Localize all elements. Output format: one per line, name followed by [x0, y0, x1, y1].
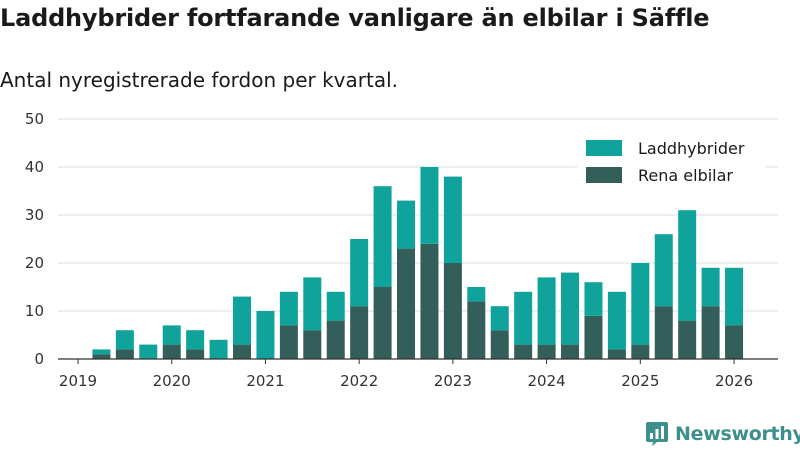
- bar-laddhybrider: [162, 325, 181, 345]
- bar-laddhybrider: [92, 349, 111, 355]
- bars: [92, 167, 744, 359]
- x-tick-label: 2022: [340, 372, 378, 390]
- bar-rena-elbilar: [420, 243, 439, 359]
- bar-laddhybrider: [514, 291, 533, 345]
- bar-rena-elbilar: [701, 306, 720, 359]
- bar-laddhybrider: [561, 272, 580, 345]
- bar-laddhybrider: [279, 291, 298, 326]
- bar-rena-elbilar: [561, 344, 580, 359]
- bar-rena-elbilar: [467, 301, 486, 359]
- x-tick-label: 2025: [621, 372, 659, 390]
- x-tick-label: 2019: [59, 372, 97, 390]
- y-axis-ticks: 0 10 20 30 40 50: [25, 110, 44, 368]
- bar-laddhybrider: [701, 267, 720, 307]
- newsworthy-logo-icon: [646, 422, 668, 446]
- x-tick-label: 2023: [434, 372, 472, 390]
- bar-laddhybrider: [256, 311, 275, 359]
- bar-rena-elbilar: [162, 344, 181, 359]
- bar-laddhybrider: [584, 282, 603, 316]
- bar-rena-elbilar: [115, 349, 134, 359]
- x-tick-label: 2026: [715, 372, 753, 390]
- bar-rena-elbilar: [373, 287, 392, 359]
- y-tick-label: 50: [25, 110, 44, 128]
- chart-subtitle: Antal nyregistrerade fordon per kvartal.: [0, 68, 399, 92]
- bar-rena-elbilar: [678, 320, 697, 359]
- bar-rena-elbilar: [443, 263, 462, 359]
- bar-rena-elbilar: [584, 315, 603, 359]
- bar-laddhybrider: [607, 291, 626, 350]
- bar-rena-elbilar: [654, 306, 673, 359]
- bar-rena-elbilar: [607, 349, 626, 359]
- bar-rena-elbilar: [233, 344, 252, 359]
- bar-rena-elbilar: [92, 354, 111, 359]
- bar-laddhybrider: [139, 344, 158, 359]
- x-tick-label: 2020: [153, 372, 191, 390]
- bar-rena-elbilar: [326, 320, 345, 359]
- x-axis: 2019 2020 2021 2022 2023 2024 2025 2026: [58, 358, 778, 390]
- bar-rena-elbilar: [186, 349, 205, 359]
- y-tick-label: 40: [25, 158, 44, 176]
- bar-laddhybrider: [537, 277, 556, 345]
- bar-rena-elbilar: [303, 330, 322, 359]
- brand-logo: Newsworthy: [645, 421, 800, 447]
- bar-rena-elbilar: [397, 248, 416, 359]
- bar-laddhybrider: [490, 306, 509, 331]
- y-tick-label: 30: [25, 206, 44, 224]
- legend-label-rena-elbilar: Rena elbilar: [638, 166, 733, 185]
- brand-name: Newsworthy: [675, 423, 800, 445]
- bar-laddhybrider: [725, 267, 744, 326]
- bar-laddhybrider: [397, 200, 416, 249]
- bar-laddhybrider: [654, 234, 673, 307]
- bar-laddhybrider: [115, 330, 134, 350]
- bar-laddhybrider: [303, 277, 322, 331]
- bar-laddhybrider: [326, 291, 345, 321]
- legend-label-laddhybrider: Laddhybrider: [638, 139, 745, 158]
- bar-laddhybrider: [373, 186, 392, 287]
- bar-laddhybrider: [233, 296, 252, 345]
- bar-rena-elbilar: [350, 306, 369, 359]
- y-tick-label: 0: [34, 350, 44, 368]
- x-tick-label: 2024: [528, 372, 566, 390]
- legend: Laddhybrider Rena elbilar: [577, 133, 765, 189]
- bar-rena-elbilar: [490, 330, 509, 359]
- bar-laddhybrider: [186, 330, 205, 350]
- legend-swatch-laddhybrider: [586, 140, 622, 156]
- bar-laddhybrider: [350, 239, 369, 307]
- y-tick-label: 20: [25, 254, 44, 272]
- bar-rena-elbilar: [514, 344, 533, 359]
- bar-laddhybrider: [467, 287, 486, 302]
- legend-swatch-rena-elbilar: [586, 167, 622, 183]
- y-tick-label: 10: [25, 302, 44, 320]
- x-tick-label: 2021: [246, 372, 284, 390]
- bar-rena-elbilar: [725, 325, 744, 359]
- bar-rena-elbilar: [537, 344, 556, 359]
- bar-laddhybrider: [209, 339, 228, 359]
- chart-title: Laddhybrider fortfarande vanligare än el…: [0, 4, 710, 32]
- bar-laddhybrider: [678, 210, 697, 321]
- bar-laddhybrider: [443, 176, 462, 263]
- bar-rena-elbilar: [279, 325, 298, 359]
- bar-rena-elbilar: [631, 344, 650, 359]
- bar-laddhybrider: [420, 167, 439, 244]
- bar-laddhybrider: [631, 263, 650, 345]
